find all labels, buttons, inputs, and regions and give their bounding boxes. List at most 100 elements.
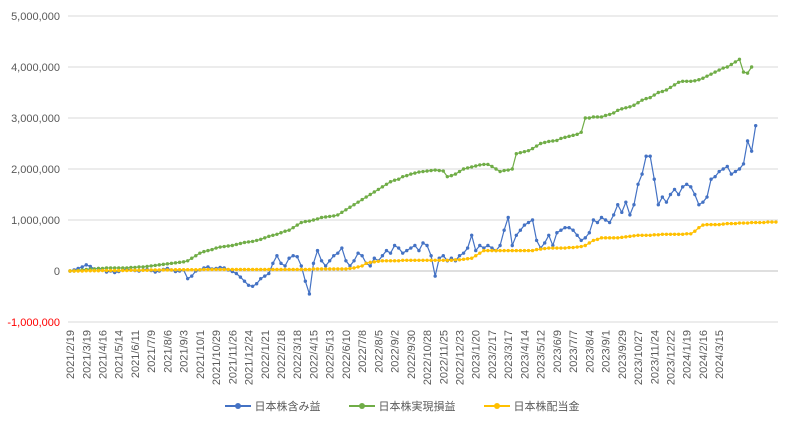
series-point-1	[648, 95, 652, 100]
series-point-1	[587, 116, 592, 120]
series-point-2	[145, 268, 149, 272]
series-point-2	[644, 233, 648, 237]
series-point-0	[551, 243, 555, 248]
series-line-1	[70, 58, 753, 272]
series-point-0	[648, 154, 652, 158]
series-point-1	[388, 180, 393, 184]
series-point-2	[482, 248, 486, 253]
series-point-2	[689, 232, 693, 236]
series-point-1	[275, 232, 279, 236]
series-point-2	[100, 268, 105, 273]
x-tick-label: 2023/1/20	[471, 330, 483, 379]
x-tick-label: 2022/6/10	[341, 330, 353, 379]
series-point-1	[157, 263, 161, 267]
series-point-2	[733, 221, 738, 226]
series-point-0	[311, 261, 316, 266]
series-point-2	[579, 244, 583, 249]
x-tick-label: 2021/5/14	[114, 330, 126, 379]
series-point-1	[705, 74, 709, 78]
series-point-1	[733, 60, 738, 64]
series-point-1	[437, 168, 441, 173]
series-point-2	[121, 268, 125, 273]
series-point-2	[360, 264, 364, 268]
x-tick-label: 2021/12/24	[244, 330, 256, 385]
series-point-0	[624, 200, 628, 204]
series-point-0	[392, 243, 397, 248]
series-point-2	[364, 261, 368, 266]
series-point-2	[518, 248, 523, 253]
series-point-2	[563, 246, 567, 250]
series-point-1	[133, 265, 137, 270]
series-point-0	[571, 228, 575, 232]
series-point-0	[372, 256, 377, 260]
series-point-1	[749, 65, 754, 69]
legend-swatch-dividend	[483, 401, 510, 411]
series-point-0	[490, 246, 494, 250]
series-point-0	[254, 282, 259, 286]
series-point-0	[660, 195, 665, 199]
x-tick-label: 2022/9/30	[406, 330, 418, 379]
series-point-1	[668, 85, 673, 90]
x-tick-label: 2021/11/26	[227, 330, 239, 384]
series-point-2	[433, 258, 437, 262]
x-tick-label: 2023/6/9	[552, 330, 564, 373]
series-point-1	[226, 244, 230, 248]
series-point-0	[664, 200, 669, 204]
series-point-0	[469, 233, 474, 237]
x-tick-label: 2022/8/5	[373, 330, 385, 373]
series-point-1	[405, 173, 409, 178]
series-point-1	[676, 80, 681, 85]
series-point-0	[563, 225, 567, 230]
series-point-1	[263, 236, 267, 240]
series-point-1	[327, 214, 332, 219]
series-point-2	[502, 248, 506, 253]
series-point-2	[254, 267, 259, 272]
series-point-1	[417, 170, 421, 174]
series-point-2	[336, 267, 340, 271]
series-point-0	[689, 185, 693, 189]
series-point-0	[352, 259, 356, 263]
series-point-1	[250, 239, 255, 244]
series-point-2	[299, 267, 303, 272]
series-point-0	[506, 215, 510, 220]
series-point-0	[510, 243, 514, 248]
series-point-2	[640, 233, 644, 237]
series-point-2	[368, 260, 372, 265]
series-point-2	[112, 268, 117, 273]
series-point-0	[263, 274, 267, 278]
series-point-0	[380, 254, 385, 258]
series-point-1	[526, 148, 531, 153]
series-point-0	[607, 220, 612, 225]
series-point-0	[433, 274, 437, 278]
series-point-2	[555, 246, 559, 250]
series-point-1	[465, 166, 470, 170]
series-point-2	[672, 232, 677, 236]
series-point-1	[376, 187, 381, 192]
series-point-2	[169, 268, 174, 272]
y-tick-label: 4,000,000	[11, 62, 60, 74]
series-point-2	[660, 232, 665, 236]
series-point-0	[668, 192, 673, 197]
series-point-0	[246, 283, 251, 287]
series-point-2	[607, 236, 612, 240]
series-point-1	[380, 185, 385, 189]
legend-label-dividend: 日本株配当金	[513, 400, 580, 413]
legend-item-unrealized: 日本株含み益	[224, 398, 321, 414]
series-point-2	[522, 248, 527, 253]
series-point-1	[490, 164, 494, 169]
series-point-2	[177, 268, 182, 272]
series-point-2	[287, 267, 291, 272]
series-point-1	[332, 214, 336, 218]
series-point-1	[538, 141, 543, 146]
series-point-2	[611, 236, 616, 240]
series-point-0	[234, 271, 239, 276]
x-tick-label: 2023/9/1	[601, 330, 613, 373]
series-point-1	[372, 190, 377, 194]
series-point-0	[478, 243, 482, 248]
series-point-2	[380, 259, 385, 263]
series-point-2	[538, 247, 543, 251]
series-point-2	[636, 233, 640, 237]
series-point-2	[165, 268, 170, 272]
series-point-2	[685, 232, 689, 236]
series-point-2	[68, 269, 72, 273]
